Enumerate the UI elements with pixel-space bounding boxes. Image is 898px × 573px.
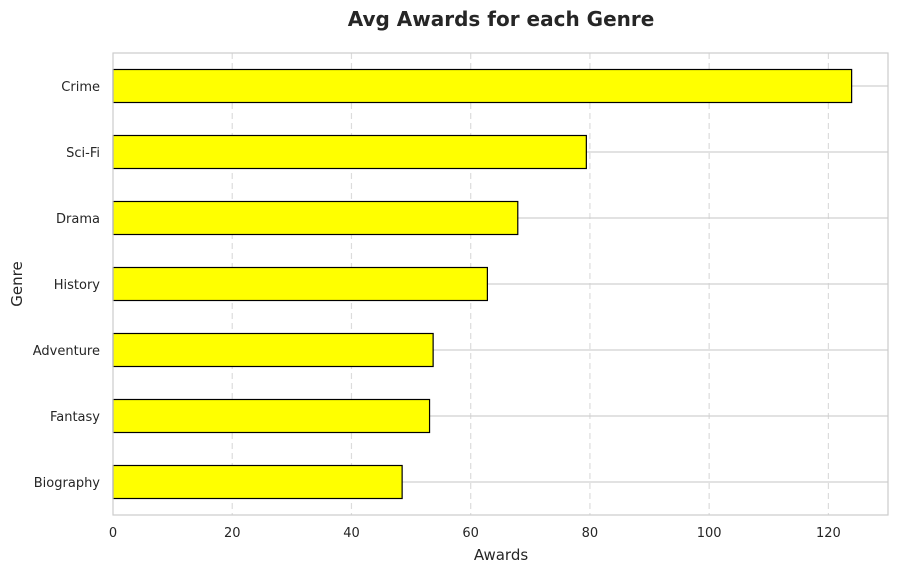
x-tick-label: 80 bbox=[582, 526, 599, 541]
y-tick-label: Adventure bbox=[33, 344, 100, 359]
x-tick-label: 40 bbox=[343, 526, 360, 541]
y-axis-ticks: Biography Fantasy Adventure History Drama Sci… bbox=[33, 80, 101, 491]
x-tick-label: 100 bbox=[697, 526, 722, 541]
y-tick-label: Biography bbox=[34, 476, 101, 491]
x-axis-label: Awards bbox=[474, 546, 529, 564]
y-axis-label: Genre bbox=[8, 261, 26, 306]
x-tick-label: 20 bbox=[224, 526, 241, 541]
bar-drama bbox=[112, 200, 519, 236]
bar-biography bbox=[112, 464, 403, 500]
bar-sci-fi bbox=[112, 134, 587, 170]
x-tick-label: 0 bbox=[109, 526, 117, 541]
y-tick-label: Sci-Fi bbox=[66, 146, 100, 161]
y-tick-label: Fantasy bbox=[50, 410, 100, 425]
y-tick-label: History bbox=[54, 278, 101, 293]
x-tick-label: 60 bbox=[462, 526, 479, 541]
y-tick-label: Drama bbox=[56, 212, 100, 227]
plot-frame bbox=[112, 52, 889, 516]
bar-crime bbox=[112, 68, 853, 104]
bar-history bbox=[112, 266, 488, 302]
x-tick-label: 120 bbox=[816, 526, 841, 541]
chart-title: Avg Awards for each Genre bbox=[348, 7, 655, 31]
y-tick-label: Crime bbox=[61, 80, 100, 95]
bar-adventure bbox=[112, 332, 434, 368]
x-axis-ticks: 0 20 40 60 80 100 120 bbox=[109, 526, 841, 541]
bar-fantasy bbox=[112, 398, 431, 434]
